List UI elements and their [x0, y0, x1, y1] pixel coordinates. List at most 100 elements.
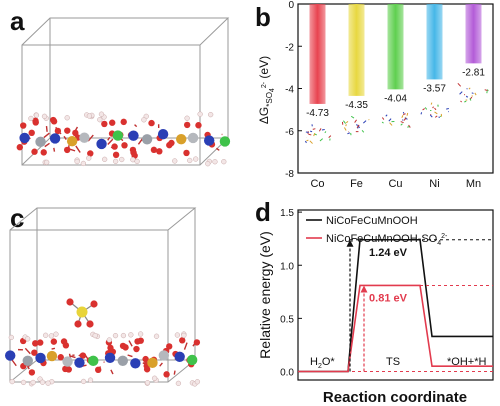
oxygen-atom — [50, 338, 58, 345]
structure-thumbnail — [341, 115, 370, 136]
oxygen-atom — [120, 118, 127, 126]
structure-thumbnail — [457, 82, 489, 103]
metal-atom — [49, 133, 61, 144]
oxygen-atom — [143, 366, 151, 373]
oxygen-atom — [28, 369, 36, 376]
hydrogen-atom — [141, 117, 147, 123]
hydrogen-atom — [45, 380, 51, 386]
metal-atom — [219, 136, 231, 147]
oxygen-atom — [112, 151, 120, 159]
hydrogen-atom — [9, 378, 15, 385]
oxygen-atom — [142, 355, 149, 363]
bar-ni — [426, 4, 443, 80]
hydrogen-atom — [137, 331, 144, 337]
metal-atom — [88, 355, 99, 367]
metal-atom — [22, 355, 33, 366]
oxygen-atom — [134, 338, 141, 345]
oxygen-atom — [119, 342, 127, 350]
chart-b: ΔG*SO42- (eV) 0 -2 -4 -6 -8 -4.73 Co -4.35 Fe -4… — [257, 0, 494, 190]
metal-atom — [79, 132, 90, 143]
oxygen-atom — [148, 119, 155, 127]
atom-slab-c — [5, 331, 201, 387]
y-tick-label-d: 1.5 — [280, 208, 294, 219]
metal-atom — [147, 357, 158, 369]
metal-atom — [104, 352, 116, 363]
metal-atom — [203, 135, 215, 146]
stage-label-ts: TS — [386, 356, 400, 368]
hydrogen-atom — [205, 161, 211, 167]
energy-profile-line-0 — [298, 238, 493, 373]
x-tick-label-b: Ni — [429, 178, 439, 190]
metal-atom — [117, 355, 128, 366]
y-tick-label-b: -4 — [285, 85, 294, 96]
metal-atom — [35, 136, 46, 148]
structure-thumbnail — [304, 124, 332, 144]
hydrogen-atom — [97, 117, 103, 123]
hydrogen-atom — [134, 158, 140, 165]
metal-atom — [66, 136, 78, 147]
hydrogen-atom — [221, 159, 227, 165]
x-tick-label-b: Cu — [388, 178, 402, 190]
metal-atom — [130, 358, 141, 369]
oxygen-atom — [168, 139, 175, 147]
oxygen-atom — [50, 116, 57, 124]
oxygen-atom — [195, 122, 202, 129]
oxygen-atom — [183, 121, 191, 129]
oxygen-atom — [31, 349, 38, 356]
oxygen-atom — [57, 354, 64, 361]
bar-mn — [465, 4, 482, 64]
hydrogen-atom — [181, 332, 187, 339]
hydrogen-atom — [64, 115, 70, 121]
y-axis-label-b: ΔG*SO42- (eV) — [257, 56, 276, 124]
y-tick-label-b: 0 — [288, 0, 294, 11]
hydrogen-atom — [30, 379, 36, 386]
hydrogen-atom — [175, 380, 182, 387]
bar-value-label: -2.81 — [462, 67, 485, 78]
oxygen-atom — [95, 366, 102, 374]
bar-cu — [387, 4, 404, 90]
hydrogen-atom — [33, 112, 40, 118]
hydrogen-atom — [197, 111, 203, 117]
y-tick-label-d: 1.0 — [280, 261, 294, 272]
oxygen-atom — [64, 127, 71, 134]
x-axis-label-d: Reaction coordinate — [323, 389, 467, 406]
oxygen-atom — [66, 298, 74, 306]
oxygen-atom — [16, 144, 24, 151]
oxygen-atom — [31, 148, 38, 155]
oxygen-atom — [150, 146, 158, 154]
panel-letter-d: d — [255, 197, 271, 227]
oxygen-atom — [156, 148, 163, 155]
oxygen-atom — [101, 120, 108, 128]
hydrogen-atom — [28, 115, 34, 122]
structure-thumbnail — [420, 102, 449, 118]
metal-atom — [74, 357, 85, 368]
hydrogen-atom — [128, 332, 134, 338]
oxygen-atom — [20, 122, 27, 129]
panel-letter-a: a — [10, 6, 25, 36]
barrier-arrow-head — [346, 239, 354, 247]
x-tick-label-b: Fe — [350, 178, 363, 190]
hydrogen-atom — [8, 334, 14, 341]
oxygen-atom — [107, 344, 114, 352]
oxygen-atom — [133, 345, 140, 353]
oxygen-atom — [28, 129, 35, 137]
metal-atom — [176, 133, 187, 145]
y-tick-label-b: -6 — [285, 127, 294, 138]
structure-a — [16, 17, 231, 167]
oxygen-atom — [60, 338, 68, 345]
chart-d: Relative energy (eV) Reaction coordinate… — [257, 208, 494, 406]
hydrogen-atom — [112, 158, 119, 164]
metal-atom — [35, 352, 46, 364]
hydrogen-atom — [144, 380, 151, 386]
oxygen-atom — [109, 119, 116, 126]
bar-value-label: -3.57 — [423, 83, 446, 94]
hydrogen-atom — [193, 156, 199, 162]
metal-atom — [112, 130, 124, 141]
y-tick-label-b: -8 — [285, 169, 294, 180]
hydrogen-atom — [184, 115, 190, 121]
structure-c — [5, 207, 201, 387]
hydrogen-atom — [86, 113, 93, 119]
oxygen-atom — [32, 340, 39, 347]
y-tick-label-b: -2 — [285, 42, 294, 53]
oxygen-atom — [54, 127, 62, 135]
